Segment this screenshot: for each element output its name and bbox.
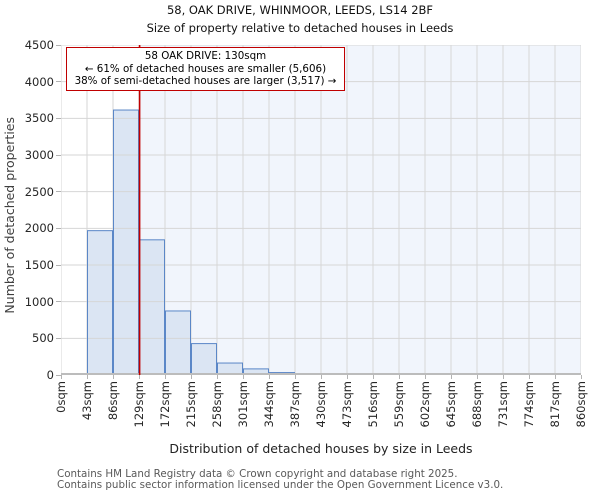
y-tick-label: 500 (32, 331, 54, 346)
x-tick-mark (242, 375, 244, 379)
y-tick-mark (56, 117, 61, 119)
x-tick-mark (346, 375, 348, 379)
x-tick-mark (86, 375, 88, 379)
footer-line-2: Contains public sector information licen… (57, 478, 504, 491)
footer-line-1: Contains HM Land Registry data © Crown c… (57, 468, 458, 480)
x-tick-mark (112, 375, 114, 379)
histogram-bar-outline (191, 343, 217, 375)
x-tick-mark (60, 375, 62, 379)
x-tick-mark (164, 375, 166, 379)
histogram-bar-outline (87, 230, 113, 375)
x-tick-mark (476, 375, 478, 379)
y-tick-mark (56, 264, 61, 266)
x-tick-label: 258sqm (209, 381, 224, 428)
x-tick-mark (138, 375, 140, 379)
x-tick-mark (424, 375, 426, 379)
y-tick-mark (56, 301, 61, 303)
x-tick-label: 86sqm (105, 381, 120, 421)
x-tick-mark (216, 375, 218, 379)
histogram-bar (165, 310, 191, 375)
x-tick-mark (554, 375, 556, 379)
x-tick-mark (398, 375, 400, 379)
y-tick-label: 3000 (24, 148, 54, 162)
x-tick-label: 774sqm (521, 381, 536, 428)
histogram-bar (139, 239, 165, 375)
y-tick-label: 0 (46, 368, 54, 382)
annotation-property-size: 58 OAK DRIVE: 130sqm (144, 50, 267, 62)
x-tick-label: 645sqm (443, 381, 458, 428)
y-tick-mark (56, 374, 61, 376)
chart-title: 58, OAK DRIVE, WHINMOOR, LEEDS, LS14 2BF (166, 3, 434, 17)
histogram-plot (61, 45, 581, 375)
y-tick-mark (56, 191, 61, 193)
x-tick-label: 559sqm (391, 381, 406, 428)
histogram-bar (243, 368, 269, 375)
annotation-larger-share: 38% of semi-detached houses are larger (… (74, 75, 337, 88)
histogram-bar-outline (165, 310, 191, 375)
larger-properties-region (139, 45, 581, 375)
y-axis-label: Number of detached properties (2, 117, 17, 314)
x-tick-mark (268, 375, 270, 379)
y-tick-mark (56, 81, 61, 83)
x-tick-label: 817sqm (547, 381, 562, 428)
histogram-bar (87, 230, 113, 375)
x-tick-label: 172sqm (157, 381, 172, 428)
histogram-bar (113, 109, 139, 375)
x-tick-mark (502, 375, 504, 379)
x-tick-label: 0sqm (53, 381, 68, 413)
x-tick-label: 387sqm (287, 381, 302, 428)
y-tick-mark (56, 44, 61, 46)
y-tick-label: 1500 (24, 258, 54, 272)
y-tick-label: 2500 (24, 184, 54, 199)
x-tick-label: 602sqm (417, 381, 432, 428)
y-tick-label: 1000 (24, 294, 54, 309)
x-tick-label: 688sqm (469, 381, 484, 428)
x-tick-label: 860sqm (573, 381, 588, 428)
x-tick-label: 731sqm (495, 381, 510, 428)
x-tick-label: 516sqm (365, 381, 380, 428)
y-tick-mark (56, 154, 61, 156)
annotation-box: 58 OAK DRIVE: 130sqm ← 61% of detached h… (66, 47, 345, 91)
x-tick-mark (528, 375, 530, 379)
x-tick-mark (190, 375, 192, 379)
histogram-bar (191, 343, 217, 375)
x-tick-mark (580, 375, 582, 379)
histogram-bar (217, 362, 243, 375)
x-tick-label: 344sqm (261, 381, 276, 428)
x-tick-mark (372, 375, 374, 379)
y-tick-label: 4500 (24, 38, 54, 52)
chart-subtitle: Size of property relative to detached ho… (146, 21, 454, 35)
x-tick-label: 215sqm (183, 381, 198, 428)
y-tick-label: 2000 (24, 221, 54, 236)
x-tick-mark (294, 375, 296, 379)
y-tick-label: 4000 (24, 74, 54, 89)
x-tick-label: 473sqm (339, 381, 354, 428)
x-tick-mark (320, 375, 322, 379)
x-tick-label: 129sqm (131, 381, 146, 428)
footer: Contains HM Land Registry data © Crown c… (57, 469, 503, 490)
x-tick-label: 430sqm (313, 381, 328, 428)
x-tick-mark (450, 375, 452, 379)
x-axis-label: Distribution of detached houses by size … (169, 441, 473, 456)
y-tick-mark (56, 227, 61, 229)
y-tick-mark (56, 337, 61, 339)
annotation-smaller-share: ← 61% of detached houses are smaller (5,… (84, 62, 327, 75)
histogram-bar-outline (113, 109, 139, 375)
x-tick-label: 43sqm (79, 381, 94, 421)
y-tick-label: 3500 (24, 111, 54, 126)
x-tick-label: 301sqm (235, 381, 250, 428)
